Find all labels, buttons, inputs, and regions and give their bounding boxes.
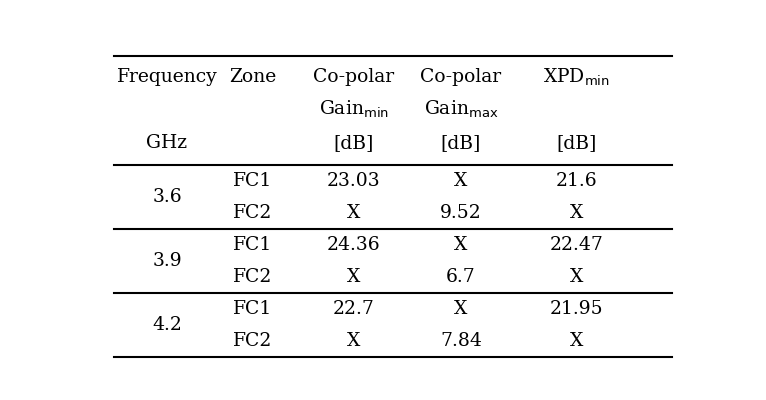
Text: X: X	[347, 204, 361, 222]
Text: [dB]: [dB]	[334, 134, 374, 152]
Text: 23.03: 23.03	[327, 172, 381, 190]
Text: [dB]: [dB]	[556, 134, 597, 152]
Text: Zone: Zone	[230, 68, 277, 86]
Text: X: X	[570, 332, 583, 350]
Text: X: X	[347, 268, 361, 286]
Text: GHz: GHz	[146, 134, 188, 152]
Text: X: X	[570, 204, 583, 222]
Text: Co-polar: Co-polar	[421, 68, 502, 86]
Text: 9.52: 9.52	[440, 204, 482, 222]
Text: 21.6: 21.6	[556, 172, 597, 190]
Text: 21.95: 21.95	[550, 300, 604, 318]
Text: 3.6: 3.6	[152, 188, 182, 206]
Text: Frequency: Frequency	[116, 68, 218, 86]
Text: X: X	[570, 268, 583, 286]
Text: FC2: FC2	[234, 204, 273, 222]
Text: Gain$_\mathrm{max}$: Gain$_\mathrm{max}$	[424, 99, 498, 120]
Text: 24.36: 24.36	[327, 236, 381, 254]
Text: X: X	[454, 236, 467, 254]
Text: 7.84: 7.84	[440, 332, 482, 350]
Text: X: X	[454, 172, 467, 190]
Text: Co-polar: Co-polar	[313, 68, 394, 86]
Text: FC1: FC1	[234, 236, 273, 254]
Text: [dB]: [dB]	[440, 134, 481, 152]
Text: X: X	[454, 300, 467, 318]
Text: 4.2: 4.2	[152, 316, 182, 334]
Text: 22.47: 22.47	[550, 236, 604, 254]
Text: FC1: FC1	[234, 300, 273, 318]
Text: FC2: FC2	[234, 332, 273, 350]
Text: FC1: FC1	[234, 172, 273, 190]
Text: 6.7: 6.7	[446, 268, 476, 286]
Text: 3.9: 3.9	[152, 252, 182, 270]
Text: 22.7: 22.7	[333, 300, 375, 318]
Text: X: X	[347, 332, 361, 350]
Text: XPD$_\mathrm{min}$: XPD$_\mathrm{min}$	[543, 67, 610, 88]
Text: Gain$_\mathrm{min}$: Gain$_\mathrm{min}$	[319, 99, 389, 120]
Text: FC2: FC2	[234, 268, 273, 286]
